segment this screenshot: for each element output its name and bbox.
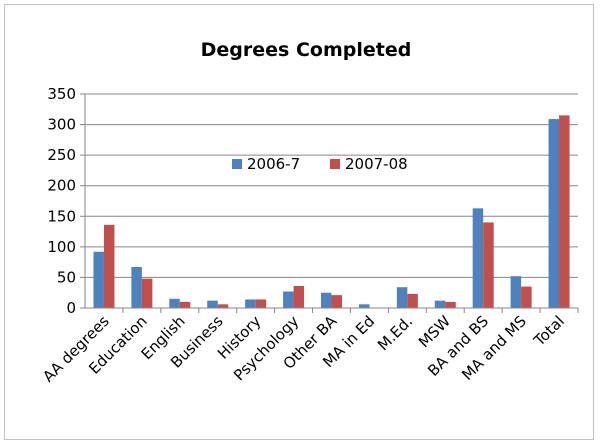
bar-2007-08-other-ba (331, 295, 342, 308)
x-tick-label: Total (530, 312, 568, 350)
bar-2007-08-ma-and-ms (521, 286, 532, 308)
chart-frame (4, 4, 594, 440)
bar-2007-08-psychology (293, 285, 305, 308)
bar-2006-7-english (169, 298, 180, 308)
bar-2006-7-ma-in-ed (358, 304, 370, 308)
bar-2006-7-other-ba (321, 292, 332, 308)
y-tick-label: 50 (57, 268, 76, 286)
bar-2007-08-history (255, 299, 267, 308)
bar-2007-08-total (559, 115, 570, 309)
bars (93, 115, 570, 309)
bar-2006-7-total (548, 119, 560, 308)
bar-2007-08-msw (445, 301, 456, 308)
x-axis-ticks: AA degreesEducationEnglishBusinessHistor… (39, 308, 579, 386)
bar-2007-08-aa-degrees (103, 224, 115, 308)
y-tick-label: 350 (47, 85, 76, 103)
bar-2007-08-m-ed- (407, 293, 418, 308)
y-tick-label: 0 (66, 299, 76, 317)
legend: 2006-7 2007-08 (232, 155, 408, 173)
bar-2006-7-aa-degrees (93, 251, 104, 308)
bar-2006-7-ba-and-bs (472, 208, 484, 308)
bar-2007-08-education (141, 278, 153, 308)
bar-2006-7-business (207, 300, 218, 308)
y-axis-ticks: 0 50 100 150 200 250 300 350 (47, 85, 85, 317)
y-tick-label: 100 (47, 238, 76, 256)
y-tick-label: 150 (47, 207, 76, 225)
legend-label: 2007-08 (345, 155, 408, 173)
y-tick-label: 200 (47, 177, 76, 195)
y-tick-label: 300 (47, 116, 76, 134)
chart-title: Degrees Completed (201, 39, 412, 61)
x-tick-label: M.Ed. (374, 312, 416, 354)
bar-2006-7-msw (434, 300, 446, 308)
legend-swatch (330, 159, 340, 169)
bar-2007-08-english (179, 301, 191, 308)
gridlines (85, 93, 578, 278)
bar-2006-7-history (245, 299, 256, 308)
legend-swatch (232, 159, 242, 169)
bar-2006-7-psychology (283, 291, 294, 308)
legend-label: 2006-7 (247, 155, 300, 173)
bar-2006-7-ma-and-ms (510, 276, 522, 308)
bar-2006-7-m-ed- (396, 287, 408, 308)
bar-2007-08-ba-and-bs (483, 222, 494, 308)
bar-2006-7-education (131, 267, 142, 308)
y-tick-label: 250 (47, 146, 76, 164)
bar-2007-08-business (217, 304, 229, 308)
